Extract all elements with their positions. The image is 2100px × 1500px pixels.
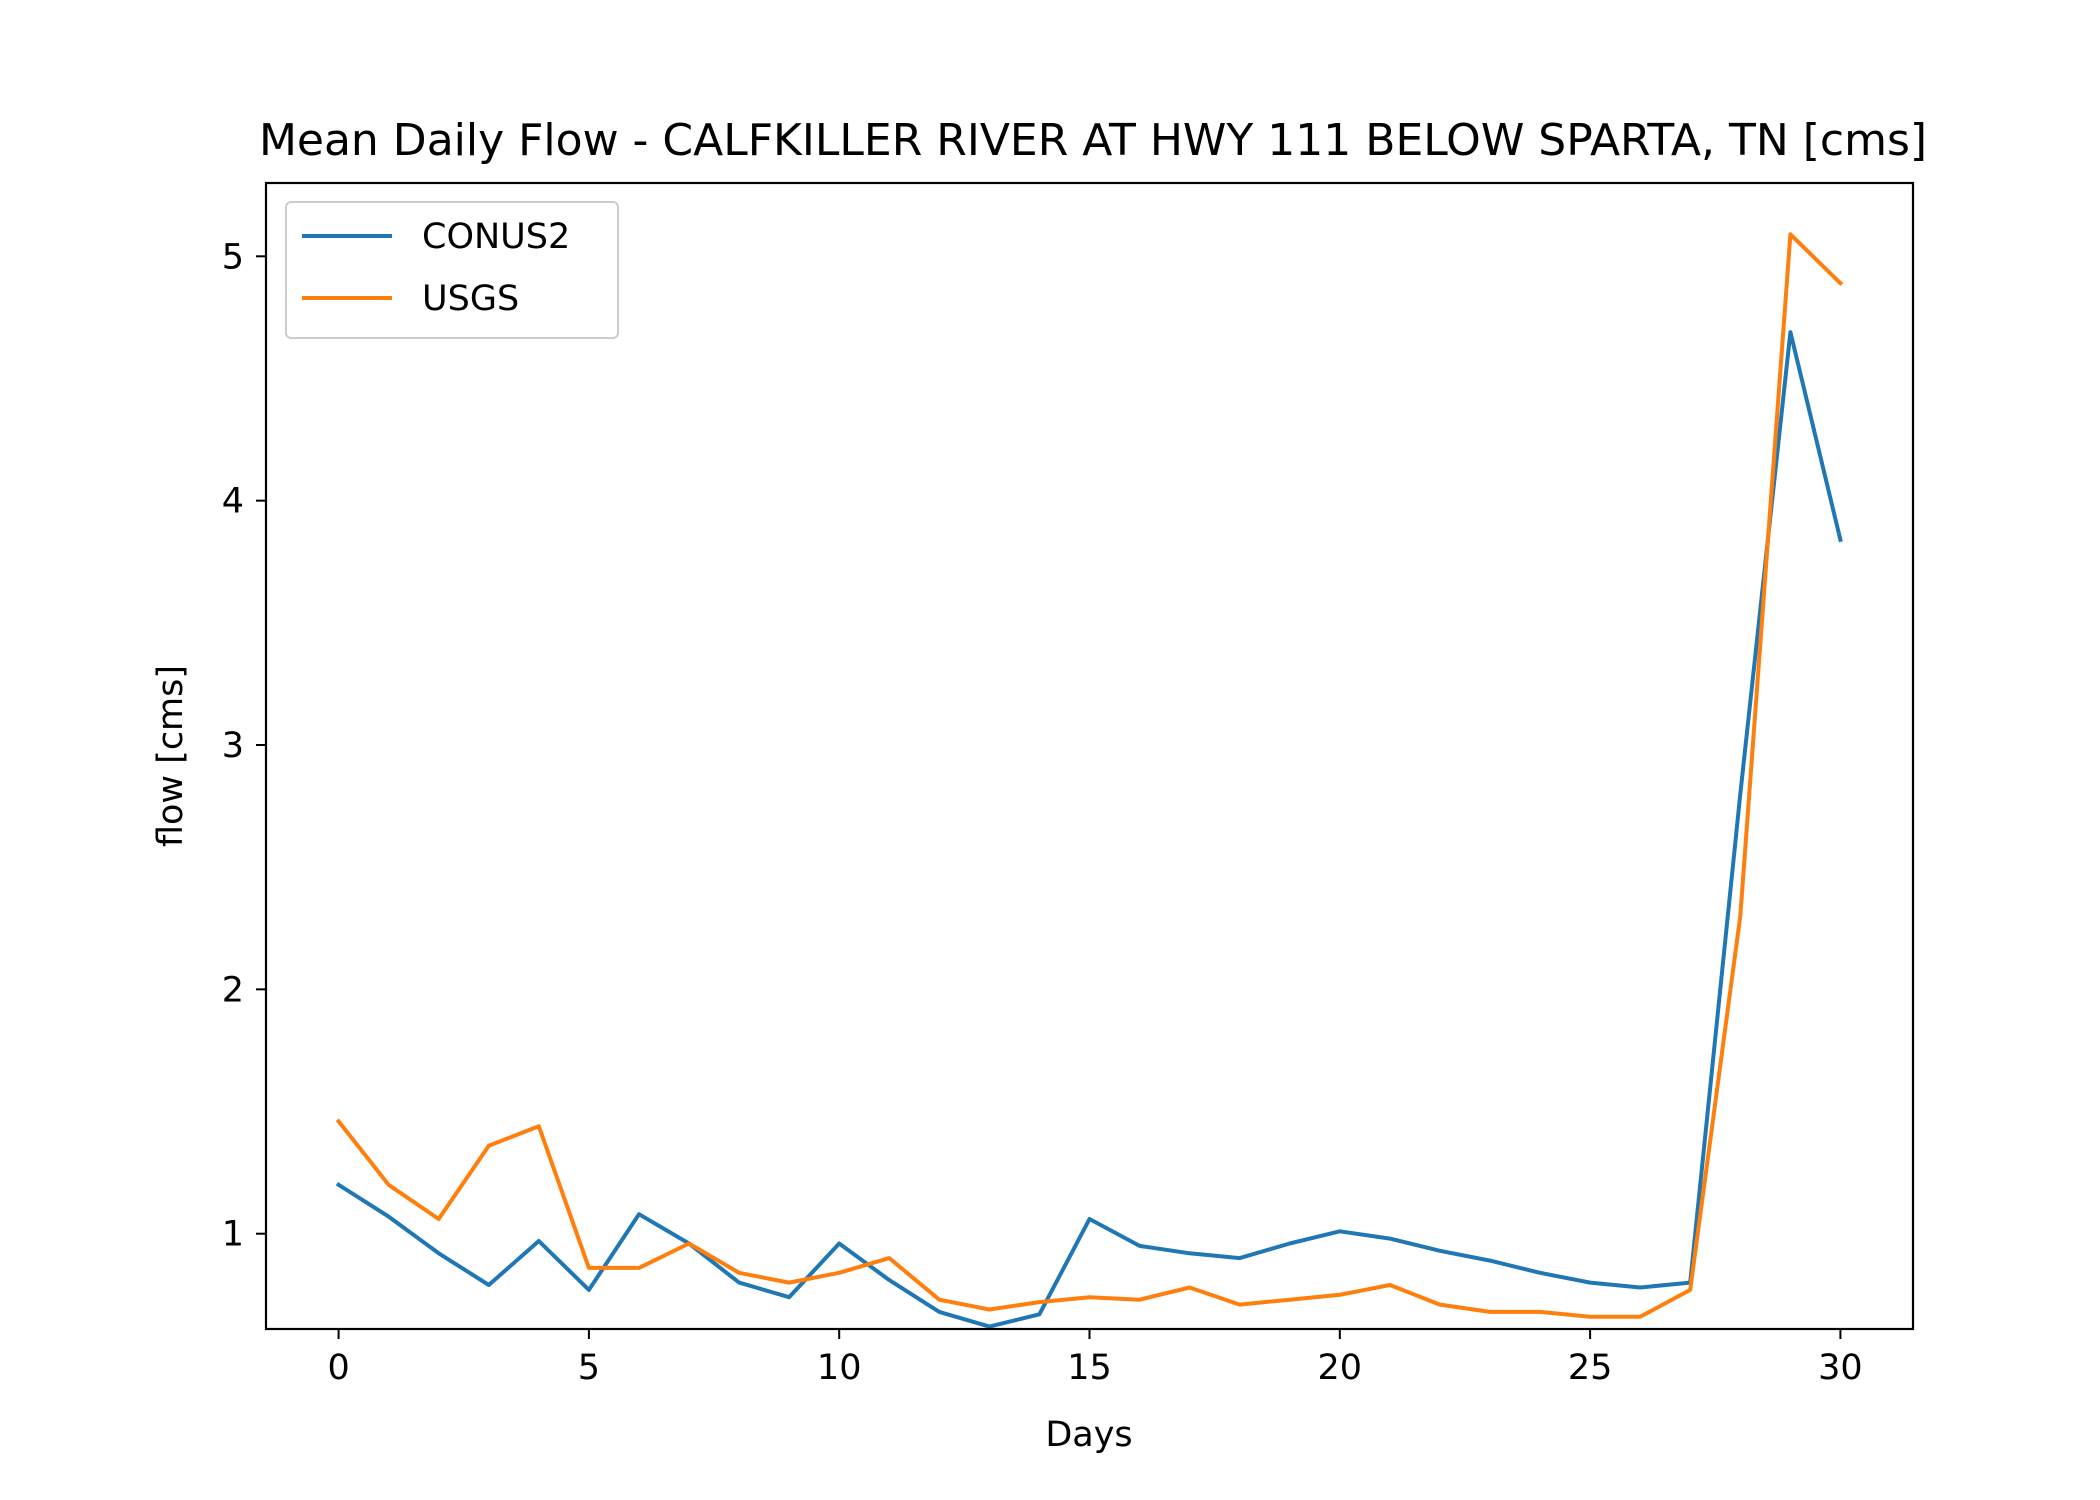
x-axis-ticks: 0 5 10 15 20 25 30 xyxy=(327,1329,1863,1388)
x-axis-label: Days xyxy=(1045,1415,1132,1455)
y-tick-label: 2 xyxy=(222,970,244,1010)
series-line-conus2 xyxy=(335,330,1843,1329)
x-tick-label: 10 xyxy=(817,1348,862,1388)
x-tick-label: 15 xyxy=(1067,1348,1112,1388)
y-tick-label: 3 xyxy=(222,726,244,766)
chart-title: Mean Daily Flow - CALFKILLER RIVER AT HW… xyxy=(259,115,1927,166)
y-axis-ticks: 1 2 3 4 5 xyxy=(222,237,266,1255)
y-tick-label: 4 xyxy=(222,482,244,522)
series-lines xyxy=(335,232,1844,1329)
y-tick-label: 5 xyxy=(222,237,244,277)
x-tick-label: 5 xyxy=(578,1348,600,1388)
y-tick-label: 1 xyxy=(222,1215,244,1255)
x-tick-label: 30 xyxy=(1818,1348,1863,1388)
x-tick-label: 20 xyxy=(1318,1348,1363,1388)
legend: CONUS2 USGS xyxy=(285,201,619,339)
legend-label-conus2: CONUS2 xyxy=(422,217,570,257)
y-axis-label: flow [cms] xyxy=(151,665,191,847)
x-tick-label: 0 xyxy=(327,1348,349,1388)
series-line-usgs xyxy=(335,232,1844,1319)
legend-label-usgs: USGS xyxy=(422,279,519,319)
x-tick-label: 25 xyxy=(1568,1348,1613,1388)
